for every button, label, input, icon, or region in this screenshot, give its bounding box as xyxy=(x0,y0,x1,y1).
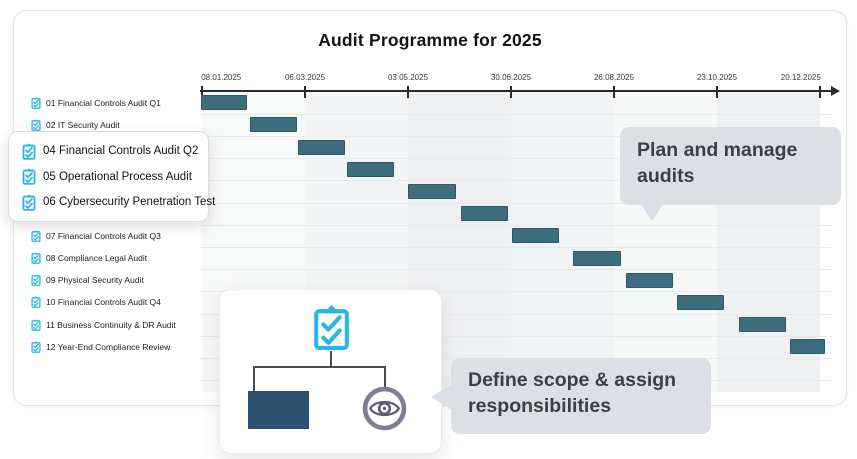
task-label: 02 IT Security Audit xyxy=(46,119,120,130)
gantt-bar[interactable] xyxy=(626,272,673,288)
gantt-bar[interactable] xyxy=(739,317,786,333)
grid-row-line xyxy=(200,135,833,137)
task-clipboard-icon xyxy=(22,168,43,185)
gantt-bar[interactable] xyxy=(347,161,394,177)
callout-define: Define scope & assign responsibilities xyxy=(451,358,711,434)
connector-stem xyxy=(330,351,332,366)
axis-arrow-icon xyxy=(831,86,840,96)
task-label: 10 Financial Controls Audit Q4 xyxy=(46,297,161,308)
clipboard-icon xyxy=(312,304,351,356)
task-row[interactable]: 02 IT Security Audit xyxy=(31,119,120,131)
axis-tick xyxy=(201,86,203,98)
grid-row-line xyxy=(200,158,833,160)
callout-define-tail xyxy=(431,384,452,410)
gantt-bar[interactable] xyxy=(201,95,247,111)
popup-task-label: 04 Financial Controls Audit Q2 xyxy=(43,145,199,157)
axis-date-label: 03.05.2025 xyxy=(387,73,429,82)
grid-row-line xyxy=(200,291,833,293)
axis-date-label: 06.03.2025 xyxy=(284,73,326,82)
axis-date-label: 23.10.2025 xyxy=(696,73,738,82)
axis-date-label: 30.06.2025 xyxy=(490,73,532,82)
task-clipboard-icon xyxy=(31,318,46,331)
connector-left-drop xyxy=(253,366,255,391)
connector-branch xyxy=(253,366,386,368)
axis-tick xyxy=(407,86,409,98)
axis-date-label: 08.01.2025 xyxy=(201,73,242,82)
popup-task-row[interactable]: 05 Operational Process Audit xyxy=(9,168,208,185)
task-row[interactable]: 12 Year-End Compliance Review xyxy=(31,341,170,353)
callout-plan: Plan and manage audits xyxy=(620,127,841,205)
axis-tick xyxy=(819,86,821,98)
gantt-bar[interactable] xyxy=(512,228,559,244)
task-row[interactable]: 07 Financial Controls Audit Q3 xyxy=(31,230,161,242)
task-clipboard-icon xyxy=(31,274,46,287)
gantt-bar[interactable] xyxy=(298,139,345,155)
task-row[interactable]: 08 Compliance Legal Audit xyxy=(31,252,147,264)
task-clipboard-icon xyxy=(31,296,46,309)
timeline-axis xyxy=(200,90,832,92)
callout-define-text: Define scope & assign responsibilities xyxy=(468,369,677,418)
task-row[interactable]: 11 Business Continuity & DR Audit xyxy=(31,318,176,331)
task-clipboard-icon xyxy=(31,230,46,242)
grid-row-line xyxy=(200,246,833,248)
task-label: 01 Financial Controls Audit Q1 xyxy=(46,97,161,108)
popup-task-row[interactable]: 06 Cybersecurity Penetration Test xyxy=(9,193,215,211)
task-clipboard-icon xyxy=(31,252,46,264)
grid-row-line xyxy=(200,202,833,204)
grid-row-line xyxy=(200,269,833,271)
task-label: 09 Physical Security Audit xyxy=(46,275,144,286)
task-popup: 04 Financial Controls Audit Q2 05 Operat… xyxy=(8,131,215,222)
task-row[interactable]: 10 Financial Controls Audit Q4 xyxy=(31,296,161,309)
grid-row-line xyxy=(200,180,833,182)
task-row[interactable]: 01 Financial Controls Audit Q1 xyxy=(31,96,161,109)
axis-tick xyxy=(304,86,306,98)
task-row[interactable]: 09 Physical Security Audit xyxy=(31,274,144,287)
axis-date-label: 26.08.2025 xyxy=(593,73,635,82)
axis-tick xyxy=(716,86,718,98)
task-clipboard-icon xyxy=(22,193,43,211)
task-clipboard-icon xyxy=(22,142,43,160)
gantt-bar[interactable] xyxy=(677,294,724,310)
task-label: 12 Year-End Compliance Review xyxy=(46,341,171,352)
gantt-bar[interactable] xyxy=(250,117,297,133)
task-clipboard-icon xyxy=(31,341,46,353)
axis-tick xyxy=(613,86,615,98)
gantt-bar[interactable] xyxy=(408,183,456,199)
gantt-bar[interactable] xyxy=(573,250,621,266)
callout-plan-text: Plan and manage audits xyxy=(637,139,798,188)
axis-date-label: 20.12.2025 xyxy=(780,73,821,82)
connector-right-drop xyxy=(384,366,386,387)
eye-icon xyxy=(362,386,407,436)
grid-row-line xyxy=(200,113,833,115)
callout-plan-tail xyxy=(640,203,664,221)
document-icon xyxy=(248,391,309,429)
task-clipboard-icon xyxy=(31,119,46,131)
task-clipboard-icon xyxy=(31,96,46,109)
grid-row-line xyxy=(200,224,833,226)
task-label: 07 Financial Controls Audit Q3 xyxy=(46,230,161,241)
task-label: 08 Compliance Legal Audit xyxy=(46,253,148,263)
popup-task-label: 06 Cybersecurity Penetration Test xyxy=(43,196,216,208)
task-label: 11 Business Continuity & DR Audit xyxy=(46,319,176,330)
axis-tick xyxy=(510,86,512,98)
gantt-bar[interactable] xyxy=(790,339,825,355)
grid-row-line xyxy=(200,335,833,337)
gantt-bar[interactable] xyxy=(461,206,508,222)
popup-task-row[interactable]: 04 Financial Controls Audit Q2 xyxy=(9,142,208,160)
chart-title: Audit Programme for 2025 xyxy=(318,30,542,50)
grid-row-line xyxy=(200,313,833,315)
popup-task-label: 05 Operational Process Audit xyxy=(43,170,192,183)
